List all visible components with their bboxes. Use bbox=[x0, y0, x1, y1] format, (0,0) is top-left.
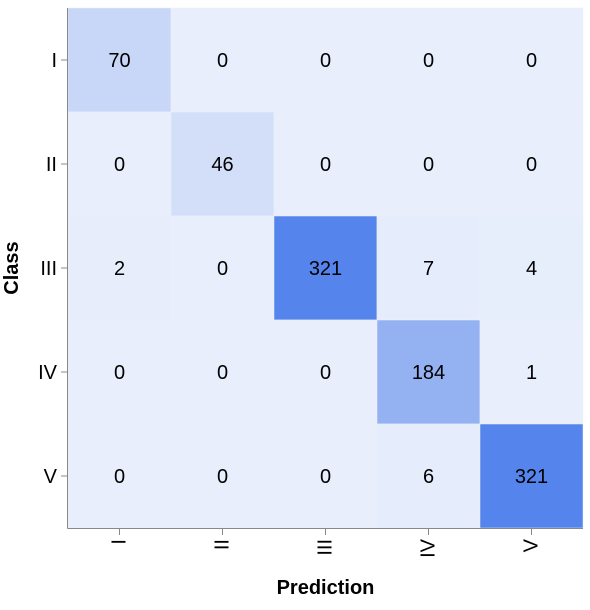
heatmap-cell-5-5 bbox=[479, 423, 584, 529]
y-tick-label: II bbox=[46, 154, 57, 176]
cell-value-label: 0 bbox=[423, 50, 434, 72]
y-tick-label: III bbox=[40, 258, 57, 280]
chart-axes bbox=[67, 8, 583, 529]
cell-value-label: 0 bbox=[114, 466, 125, 488]
cell-value-label: 0 bbox=[114, 154, 125, 176]
heatmap-cell-3-3 bbox=[273, 215, 378, 321]
heatmap-cell-4-3 bbox=[273, 319, 378, 425]
x-tick-label: III bbox=[315, 539, 337, 556]
heatmap-cells bbox=[67, 7, 584, 529]
y-tick-label: I bbox=[51, 50, 57, 72]
heatmap-cell-1-4 bbox=[376, 7, 481, 113]
cell-value-label: 0 bbox=[217, 50, 228, 72]
cell-value-label: 321 bbox=[515, 466, 548, 488]
x-tick-label: II bbox=[212, 539, 234, 550]
cell-value-label: 0 bbox=[320, 466, 331, 488]
cell-value-label: 0 bbox=[526, 154, 537, 176]
heatmap-cell-4-4 bbox=[376, 319, 481, 425]
cell-value-label: 7 bbox=[423, 258, 434, 280]
heatmap-cell-1-5 bbox=[479, 7, 584, 113]
heatmap-cell-2-5 bbox=[479, 111, 584, 217]
cell-value-label: 0 bbox=[320, 362, 331, 384]
cell-value-label: 0 bbox=[217, 466, 228, 488]
cell-value-label: 0 bbox=[217, 362, 228, 384]
y-axis-title: Class bbox=[1, 241, 23, 294]
heatmap-cell-1-3 bbox=[273, 7, 378, 113]
cell-value-label: 0 bbox=[114, 362, 125, 384]
x-tick-label: V bbox=[521, 538, 543, 552]
heatmap-cell-5-3 bbox=[273, 423, 378, 529]
heatmap-cell-1-1 bbox=[67, 7, 172, 113]
cell-value-label: 0 bbox=[217, 258, 228, 280]
heatmap-cell-3-2 bbox=[170, 215, 275, 321]
cell-value-label: 0 bbox=[423, 154, 434, 176]
heatmap-cell-1-2 bbox=[170, 7, 275, 113]
cell-value-label: 321 bbox=[309, 258, 342, 280]
cell-value-label: 2 bbox=[114, 258, 125, 280]
y-tick-label: IV bbox=[38, 362, 58, 384]
cell-value-label: 0 bbox=[526, 50, 537, 72]
x-axis-title: Prediction bbox=[277, 577, 375, 599]
cell-value-label: 184 bbox=[412, 362, 445, 384]
heatmap-cell-5-2 bbox=[170, 423, 275, 529]
heatmap-cell-3-5 bbox=[479, 215, 584, 321]
cell-value-label: 46 bbox=[211, 154, 233, 176]
x-tick-label: I bbox=[109, 539, 131, 545]
cell-value-label: 6 bbox=[423, 466, 434, 488]
x-axis-ticks: I II III IV V bbox=[109, 529, 543, 558]
y-tick-label: V bbox=[44, 466, 58, 488]
cell-value-label: 70 bbox=[108, 50, 130, 72]
cell-value-label: 0 bbox=[320, 154, 331, 176]
heatmap-cell-4-5 bbox=[479, 319, 584, 425]
heatmap-cell-3-4 bbox=[376, 215, 481, 321]
heatmap-cell-labels: 70 0 0 0 0 0 46 0 0 0 2 0 321 7 4 0 0 0 184 1 0 0 0 6 321 bbox=[108, 50, 548, 488]
cell-value-label: 4 bbox=[526, 258, 537, 280]
x-tick-label: IV bbox=[418, 538, 440, 558]
heatmap-cell-2-3 bbox=[273, 111, 378, 217]
cell-value-label: 0 bbox=[320, 50, 331, 72]
heatmap-cell-2-1 bbox=[67, 111, 172, 217]
heatmap-cell-5-1 bbox=[67, 423, 172, 529]
cell-value-label: 1 bbox=[526, 362, 537, 384]
heatmap-cell-4-2 bbox=[170, 319, 275, 425]
heatmap-cell-2-2 bbox=[170, 111, 275, 217]
